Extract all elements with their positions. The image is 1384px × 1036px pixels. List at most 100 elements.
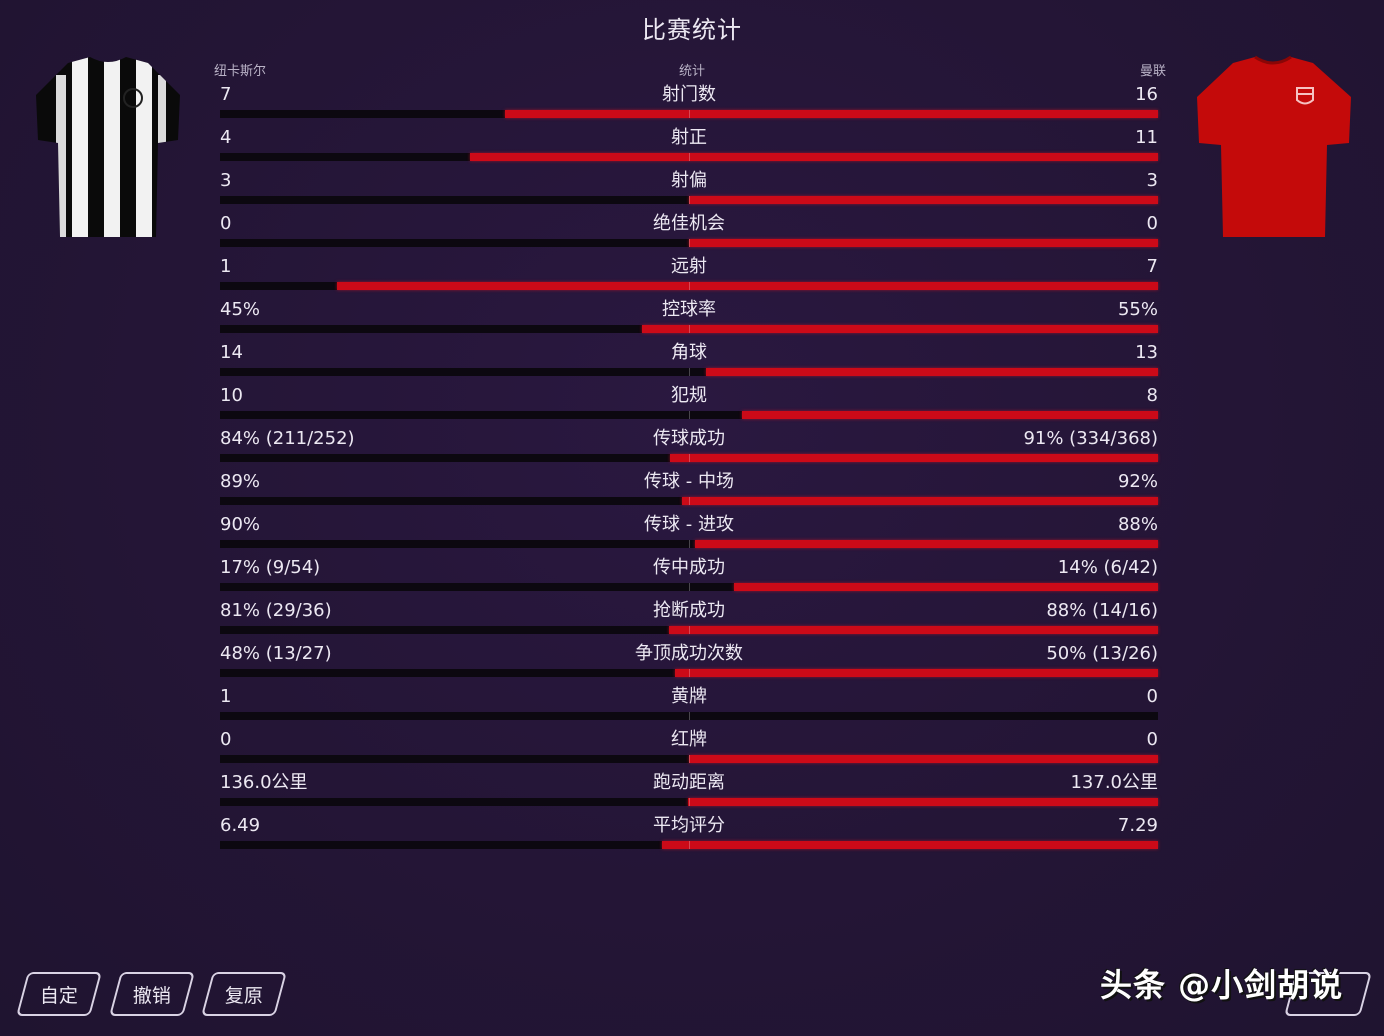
home-value: 14 [220, 342, 243, 363]
stat-row: 1 黄牌 0 [220, 682, 1158, 725]
home-value: 81% (29/36) [220, 600, 332, 621]
bar-center-marker [689, 368, 690, 376]
bar-center-marker [689, 153, 690, 161]
stat-row: 0 红牌 0 [220, 725, 1158, 768]
stat-label: 平均评分 [653, 815, 725, 836]
stat-label: 传球成功 [653, 428, 725, 449]
customize-button[interactable]: 自定 [16, 972, 102, 1016]
restore-button[interactable]: 复原 [201, 972, 287, 1016]
bar-center-marker [689, 669, 690, 677]
home-value: 45% [220, 299, 261, 320]
away-bar-segment [669, 626, 1158, 634]
away-value: 0 [1146, 213, 1158, 234]
stat-row: 10 犯规 8 [220, 381, 1158, 424]
stat-row: 14 角球 13 [220, 338, 1158, 381]
away-bar-segment [337, 282, 1158, 290]
stat-label: 控球率 [662, 299, 716, 320]
away-bar-segment [674, 669, 1158, 677]
home-value: 0 [220, 213, 232, 234]
home-value: 3 [220, 170, 232, 191]
bar-center-marker [689, 282, 690, 290]
stat-row: 3 射偏 3 [220, 166, 1158, 209]
away-value: 0 [1146, 686, 1158, 707]
stat-row: 84% (211/252) 传球成功 91% (334/368) [220, 424, 1158, 467]
away-value: 7 [1146, 256, 1158, 277]
stat-label: 角球 [671, 342, 707, 363]
bar-center-marker [689, 755, 690, 763]
home-value: 4 [220, 127, 232, 148]
home-value: 0 [220, 729, 232, 750]
stat-label: 射门数 [662, 84, 716, 105]
home-value: 6.49 [220, 815, 261, 836]
away-value: 0 [1146, 729, 1158, 750]
comparison-bar [220, 626, 1158, 634]
stat-label: 黄牌 [671, 686, 707, 707]
bar-center-marker [689, 583, 690, 591]
comparison-bar [220, 411, 1158, 419]
stat-label: 传中成功 [653, 557, 725, 578]
bar-center-marker [689, 411, 690, 419]
home-value: 17% (9/54) [220, 557, 321, 578]
stat-label: 射偏 [671, 170, 707, 191]
stats-table: 7 射门数 16 4 射正 11 3 射偏 3 0 绝佳机会 0 1 远射 7 45% 控球率 55% 14 角球 13… [220, 80, 1158, 854]
away-bar-segment [642, 325, 1158, 333]
comparison-bar [220, 755, 1158, 763]
comparison-bar [220, 712, 1158, 720]
comparison-bar [220, 282, 1158, 290]
stat-label: 射正 [671, 127, 707, 148]
away-value: 50% (13/26) [1046, 643, 1158, 664]
stat-label: 争顶成功次数 [635, 643, 743, 664]
bar-center-marker [689, 325, 690, 333]
home-value: 10 [220, 385, 243, 406]
stat-label: 绝佳机会 [653, 213, 725, 234]
stat-label: 红牌 [671, 729, 707, 750]
comparison-bar [220, 325, 1158, 333]
away-bar-segment [742, 411, 1158, 419]
stat-column-label: 统计 [678, 64, 705, 79]
away-value: 91% (334/368) [1023, 428, 1158, 449]
stat-label: 跑动距离 [653, 772, 725, 793]
page-title: 比赛统计 [642, 16, 742, 44]
away-bar-segment [694, 540, 1158, 548]
away-value: 3 [1146, 170, 1158, 191]
away-bar-segment [688, 798, 1158, 806]
stat-row: 89% 传球 - 中场 92% [220, 467, 1158, 510]
away-bar-segment [505, 110, 1158, 118]
away-value: 13 [1135, 342, 1158, 363]
stat-row: 136.0公里 跑动距离 137.0公里 [220, 768, 1158, 811]
bar-center-marker [689, 540, 690, 548]
comparison-bar [220, 841, 1158, 849]
home-value: 90% [220, 514, 261, 535]
away-bar-segment [689, 755, 1158, 763]
home-value: 1 [220, 256, 232, 277]
home-value: 136.0公里 [220, 772, 308, 793]
away-value: 55% [1117, 299, 1158, 320]
away-bar-segment [689, 196, 1158, 204]
undo-button[interactable]: 撤销 [109, 972, 195, 1016]
stat-label: 犯规 [671, 385, 707, 406]
away-bar-segment [670, 454, 1158, 462]
bar-center-marker [689, 626, 690, 634]
stat-row: 90% 传球 - 进攻 88% [220, 510, 1158, 553]
comparison-bar [220, 669, 1158, 677]
away-value: 14% (6/42) [1057, 557, 1158, 578]
comparison-bar [220, 110, 1158, 118]
comparison-bar [220, 497, 1158, 505]
bar-center-marker [689, 239, 690, 247]
away-bar-segment [661, 841, 1158, 849]
away-value: 8 [1146, 385, 1158, 406]
stat-row: 48% (13/27) 争顶成功次数 50% (13/26) [220, 639, 1158, 682]
stat-row: 0 绝佳机会 0 [220, 209, 1158, 252]
comparison-bar [220, 153, 1158, 161]
comparison-bar [220, 196, 1158, 204]
away-value: 88% (14/16) [1046, 600, 1158, 621]
stat-row: 81% (29/36) 抢断成功 88% (14/16) [220, 596, 1158, 639]
away-value: 16 [1135, 84, 1158, 105]
away-team-name: 曼联 [1139, 64, 1166, 79]
home-value: 7 [220, 84, 232, 105]
comparison-bar [220, 368, 1158, 376]
away-bar-segment [734, 583, 1158, 591]
stat-row: 45% 控球率 55% [220, 295, 1158, 338]
comparison-bar [220, 540, 1158, 548]
stat-row: 4 射正 11 [220, 123, 1158, 166]
